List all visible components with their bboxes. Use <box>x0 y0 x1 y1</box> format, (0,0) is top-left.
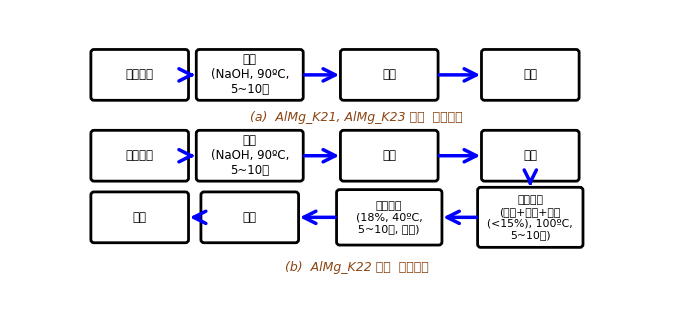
Text: 건조: 건조 <box>523 149 537 162</box>
Text: 건조: 건조 <box>523 68 537 82</box>
Text: 질산처리
(18%, 40ºC,
5~10분, 광택): 질산처리 (18%, 40ºC, 5~10분, 광택) <box>356 201 422 234</box>
Text: (b)  AlMg_K22 소재  세척공정: (b) AlMg_K22 소재 세척공정 <box>285 261 429 274</box>
FancyBboxPatch shape <box>482 50 579 100</box>
Text: 수세: 수세 <box>382 68 396 82</box>
FancyBboxPatch shape <box>91 192 189 243</box>
Text: 수세: 수세 <box>243 211 257 224</box>
FancyBboxPatch shape <box>340 130 438 181</box>
Text: 탈지
(NaOH, 90ºC,
5~10분: 탈지 (NaOH, 90ºC, 5~10분 <box>211 134 289 177</box>
FancyBboxPatch shape <box>477 187 583 247</box>
FancyBboxPatch shape <box>91 130 189 181</box>
FancyBboxPatch shape <box>91 50 189 100</box>
FancyBboxPatch shape <box>482 130 579 181</box>
FancyBboxPatch shape <box>201 192 299 243</box>
Text: 탈지
(NaOH, 90ºC,
5~10분: 탈지 (NaOH, 90ºC, 5~10분 <box>211 53 289 96</box>
FancyBboxPatch shape <box>337 190 442 245</box>
Text: 지그작업: 지그작업 <box>126 149 154 162</box>
Text: 수세: 수세 <box>382 149 396 162</box>
FancyBboxPatch shape <box>196 50 303 100</box>
Text: (a)  AlMg_K21, AlMg_K23 소재  세척공정: (a) AlMg_K21, AlMg_K23 소재 세척공정 <box>251 111 463 124</box>
Text: 지그작업: 지그작업 <box>126 68 154 82</box>
Text: 건조: 건조 <box>133 211 147 224</box>
FancyBboxPatch shape <box>340 50 438 100</box>
Text: 화학연마
(인산+질산+황산
(<15%), 100ºC,
5~10분): 화학연마 (인산+질산+황산 (<15%), 100ºC, 5~10분) <box>487 195 574 240</box>
FancyBboxPatch shape <box>196 130 303 181</box>
